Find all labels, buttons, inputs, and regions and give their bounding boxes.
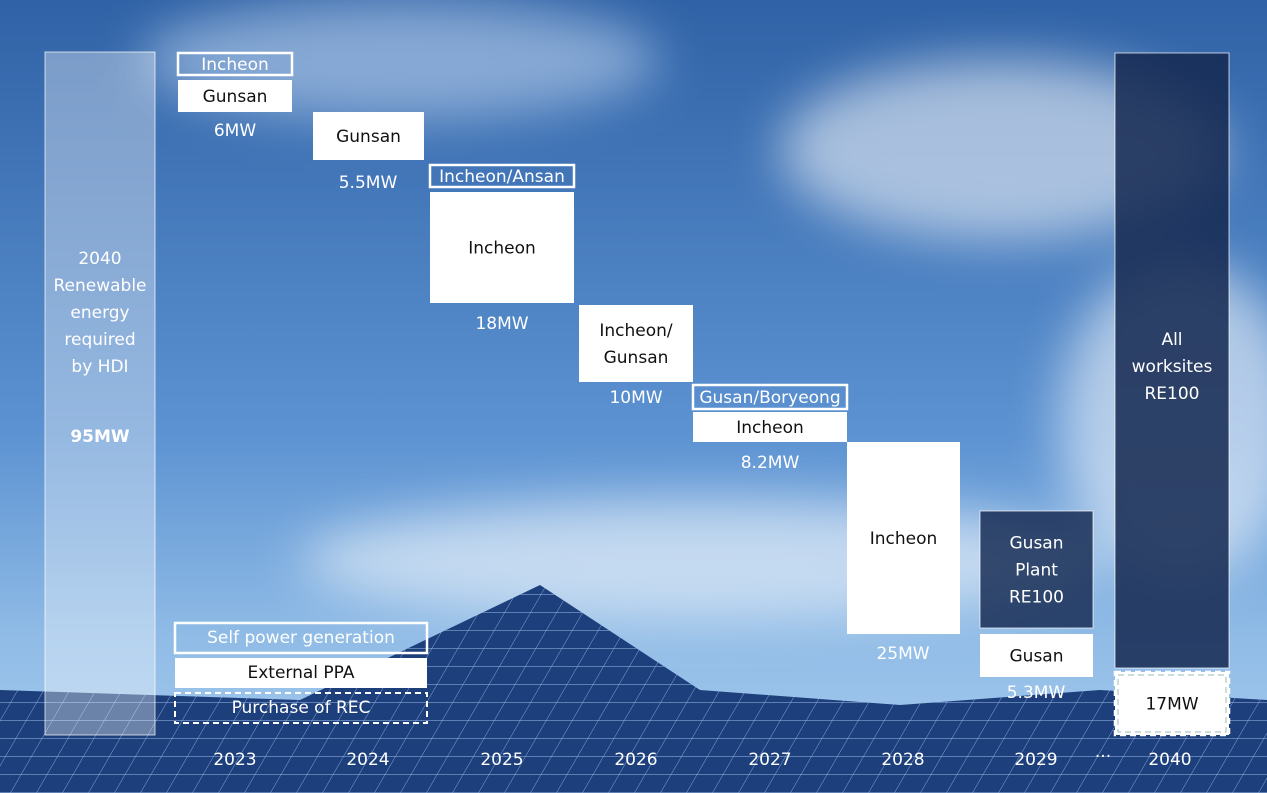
box-text: Gunsan [336,127,401,147]
box [979,510,1094,629]
box-text: Gusan/Boryeong [699,388,840,408]
box [178,80,292,112]
year: 2027 [748,750,791,770]
year: 2040 [1148,750,1191,770]
ellipsis: ··· [1095,747,1111,767]
box-text: Incheon [201,55,269,75]
box-text: Plant [1015,561,1058,581]
amount: 5.3MW [1007,683,1066,703]
amount: 18MW [475,314,528,334]
box [691,383,849,411]
left-bar-total: 95MW [70,427,130,447]
amount: 8.2MW [741,453,800,473]
left-bar-text: energy [70,303,129,323]
box-text: Gunsan [203,87,268,107]
amount: 6MW [214,121,256,141]
box [176,51,294,77]
legend-text: Self power generation [207,628,395,648]
box-dash [1117,674,1227,733]
box [313,112,424,160]
box-text: Incheon/Ansan [439,167,565,187]
solar-panels [0,585,1267,793]
box-text: worksites [1132,357,1213,377]
legend-ppa [175,658,427,688]
amount: 10MW [609,388,662,408]
box-text: All [1161,330,1182,350]
box [980,634,1093,677]
legend-self [173,621,429,655]
box-text: Gusan [1010,534,1064,554]
box [1113,670,1231,737]
year: 2025 [480,750,523,770]
box-text: Incheon/ [599,321,673,341]
left-bar-text: required [64,330,135,350]
box [579,305,693,382]
box [1114,52,1230,669]
box-text: Gunsan [604,348,669,368]
box-text: Incheon [736,418,804,438]
left-bar-text: by HDI [71,357,128,377]
amount: 25MW [876,644,929,664]
box [693,412,847,442]
legend-text: External PPA [248,663,355,683]
box-text: RE100 [1009,588,1064,608]
year: 2023 [213,750,256,770]
box [430,192,574,303]
year: 2024 [346,750,389,770]
box-text: Incheon [870,529,938,549]
box-text: Gusan [1010,647,1064,667]
year: 2026 [614,750,657,770]
year: 2028 [881,750,924,770]
legend-text: Purchase of REC [232,698,371,718]
legend-rec [174,692,428,724]
year: 2029 [1014,750,1057,770]
left-bar-text: Renewable [53,276,146,296]
required-bar [44,51,156,736]
box [847,442,960,634]
box-text: RE100 [1144,384,1199,404]
box [428,163,576,189]
amount: 5.5MW [339,173,398,193]
box-text: Incheon [468,239,536,259]
box-text: 17MW [1145,695,1198,715]
left-bar-text: 2040 [78,249,121,269]
